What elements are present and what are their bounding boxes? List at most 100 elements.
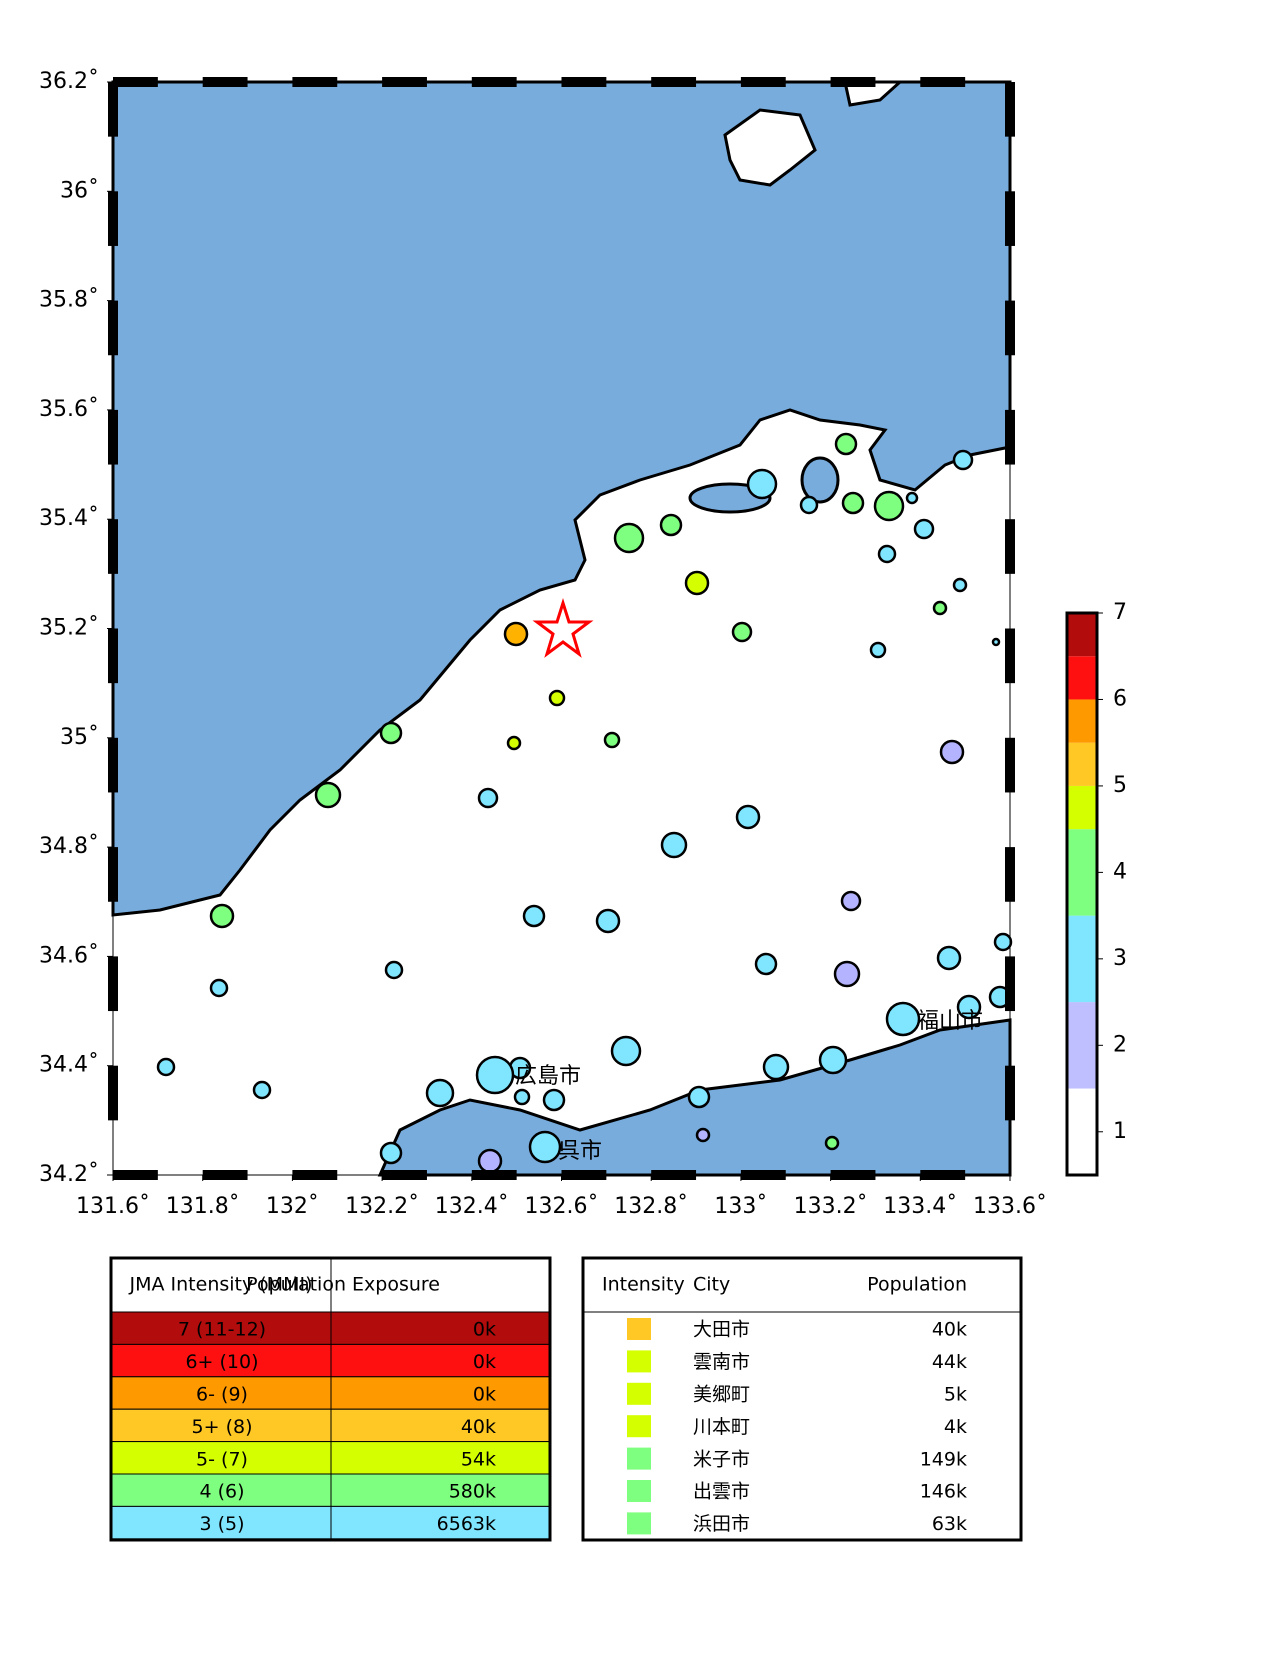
y-tick-label: 34.4˚: [39, 1053, 99, 1078]
table: JMA Intensity (MMI)Population Exposure 7 …: [109, 1256, 552, 1542]
y-tick-label: 36.2˚: [39, 69, 99, 94]
frame-stripe: [920, 77, 966, 87]
table-cell: 149k: [920, 1448, 967, 1470]
station: [952, 449, 974, 471]
station: [528, 1130, 562, 1164]
y-tick-label: 36˚: [60, 178, 99, 203]
colorbar-label: 5: [1113, 773, 1127, 798]
colorbar-label: 4: [1113, 859, 1127, 884]
station: [684, 570, 710, 596]
intensity-swatch: [627, 1318, 651, 1340]
table-cell: 0k: [473, 1384, 496, 1406]
sea: [111, 80, 1012, 917]
frame-stripe: [1005, 82, 1015, 137]
station: [603, 731, 621, 749]
x-tick-label: 133˚: [714, 1194, 767, 1219]
colorbar-label: 3: [1113, 946, 1127, 971]
table-cell: 米子市: [693, 1448, 750, 1470]
station: [548, 689, 566, 707]
table-frame: [581, 1256, 1023, 1542]
table-cell: 5- (7): [196, 1448, 248, 1470]
station: [425, 1078, 455, 1108]
station: [477, 787, 499, 809]
frame-stripe: [382, 77, 427, 87]
frame-stripe: [1005, 191, 1015, 246]
x-tick-label: 132.8˚: [614, 1194, 688, 1219]
station: [913, 518, 935, 540]
station: [824, 1135, 840, 1151]
table-cell: 浜田市: [693, 1513, 750, 1535]
station: [595, 908, 621, 934]
station: [936, 945, 962, 971]
city-label: 福山市: [917, 1009, 983, 1034]
y-tick-label: 34.2˚: [39, 1162, 99, 1187]
frame-stripe: [108, 847, 118, 902]
y-tick-label: 35.2˚: [39, 616, 99, 641]
city-label: 呉市: [558, 1139, 602, 1164]
table-cell: 40k: [461, 1416, 496, 1438]
frame-stripe: [1005, 519, 1015, 574]
colorbar-segment: [1067, 742, 1097, 786]
table-cell: 出雲市: [693, 1481, 750, 1503]
station: [818, 1045, 848, 1075]
frame-stripe: [113, 77, 158, 87]
station: [932, 600, 948, 616]
frame-stripe: [108, 300, 118, 356]
station: [209, 978, 229, 998]
frame-stripe: [202, 1170, 248, 1180]
table-header: Intensity: [602, 1274, 685, 1296]
station: [379, 721, 403, 745]
table-cell: 0k: [473, 1319, 496, 1341]
station: [952, 577, 968, 593]
table-cell: 54k: [461, 1448, 496, 1470]
frame-stripe: [920, 1170, 966, 1180]
colorbar-segment: [1067, 915, 1097, 1003]
frame-stripe: [202, 77, 248, 87]
frame-stripe: [108, 409, 118, 465]
frame-stripe: [1005, 628, 1015, 684]
epicenter: [532, 598, 594, 658]
station: [746, 468, 778, 500]
station: [252, 1080, 272, 1100]
station: [513, 1088, 531, 1106]
frame-stripe: [830, 77, 876, 87]
station: [314, 781, 342, 809]
station: [475, 1055, 515, 1095]
intensity-swatch: [627, 1415, 651, 1438]
y-tick-label: 34.6˚: [39, 943, 99, 968]
table-cell: 5+ (8): [192, 1416, 253, 1438]
colorbar-segment: [1067, 699, 1097, 743]
y-tick-label: 34.8˚: [39, 834, 99, 859]
table-header: Population Exposure: [246, 1274, 440, 1296]
city-label: 広島市: [515, 1064, 581, 1089]
y-tick-label: 35.8˚: [39, 288, 99, 313]
frame-stripe: [108, 82, 118, 137]
table-cell: 美郷町: [693, 1384, 750, 1406]
x-tick-label: 133.2˚: [794, 1194, 868, 1219]
island: [723, 108, 817, 187]
intensity-swatch: [627, 1382, 651, 1405]
table-header: JMA Intensity (MMI): [129, 1274, 313, 1296]
table-header: Population: [867, 1274, 967, 1296]
station: [477, 1148, 503, 1174]
table-cell: 6+ (10): [185, 1351, 258, 1373]
x-tick-label: 132.4˚: [435, 1194, 509, 1219]
table-cell: 44k: [932, 1351, 967, 1373]
frame-stripe: [292, 1170, 338, 1180]
frame-stripe: [740, 1170, 786, 1180]
colorbar-label: 7: [1113, 600, 1127, 625]
table-cell: 0k: [473, 1351, 496, 1373]
table-cell: 63k: [932, 1513, 967, 1535]
frame-stripe: [292, 77, 338, 87]
station: [993, 932, 1013, 952]
frame-stripe: [108, 1065, 118, 1121]
intensity-swatch: [627, 1480, 651, 1502]
frame-stripe: [1005, 1065, 1015, 1121]
intensity-swatch: [627, 1447, 651, 1470]
station: [209, 903, 235, 929]
frame-stripe: [1005, 300, 1015, 356]
table-cell: 5k: [944, 1384, 967, 1406]
intensity-swatch: [627, 1512, 651, 1535]
